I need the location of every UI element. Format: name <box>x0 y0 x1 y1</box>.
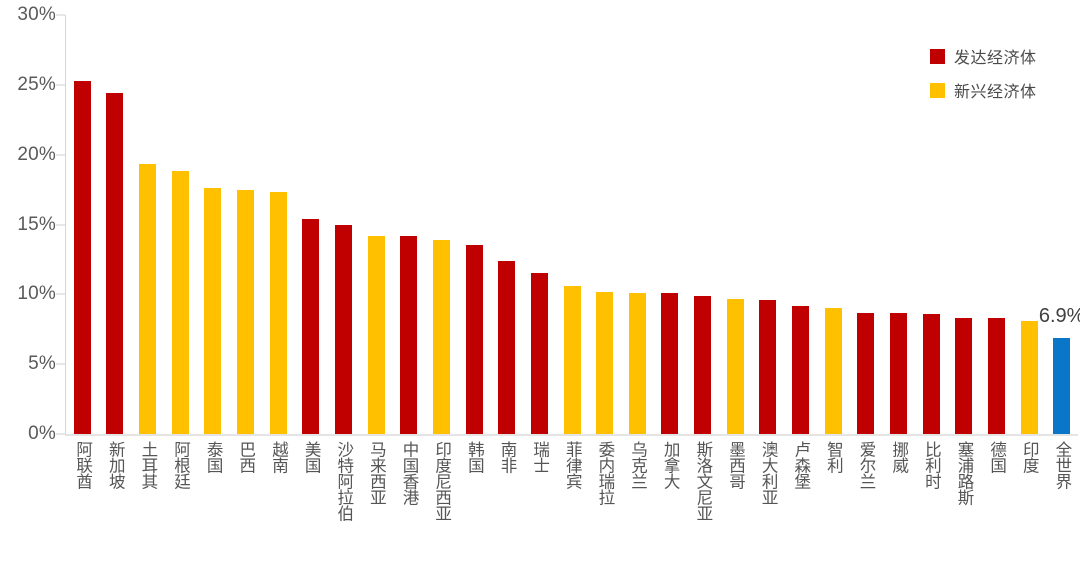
bar-value-annotation: 6.9% <box>1038 304 1080 327</box>
x-axis-tick-label: 马来西亚 <box>367 441 386 505</box>
x-axis-tick-label: 南非 <box>497 441 516 473</box>
y-axis-tick-mark <box>56 363 65 365</box>
bar[interactable] <box>596 291 614 434</box>
x-axis-tick-label: 澳大利亚 <box>759 441 778 505</box>
bar[interactable] <box>237 189 255 434</box>
x-axis-tick-label: 巴西 <box>236 441 255 473</box>
bar[interactable] <box>204 188 222 434</box>
y-axis-tick-label: 25% <box>17 73 56 95</box>
y-axis-tick-mark <box>56 293 65 295</box>
plot-area: 6.9% <box>66 15 1080 434</box>
bar[interactable] <box>1020 320 1038 434</box>
bar[interactable] <box>792 305 810 434</box>
legend-item-emerging[interactable]: 新兴经济体 <box>930 78 1037 102</box>
x-axis-tick-label: 越南 <box>269 441 288 473</box>
legend-label: 新兴经济体 <box>954 84 1037 101</box>
x-axis-tick-label: 印度尼西亚 <box>432 441 451 521</box>
y-axis-tick-mark <box>56 84 65 86</box>
x-axis-tick-label: 乌克兰 <box>628 441 647 489</box>
y-axis-tick-label: 5% <box>28 353 56 375</box>
bar[interactable] <box>530 273 548 434</box>
x-axis-tick-label: 土耳其 <box>138 441 157 489</box>
y-axis: 0% 5% 10% 15% 20% 25% 30% <box>0 0 66 563</box>
bar[interactable] <box>302 218 320 434</box>
y-axis-tick-mark <box>56 224 65 225</box>
bar[interactable] <box>628 292 646 434</box>
x-axis-tick-label: 阿根廷 <box>171 441 190 489</box>
bar[interactable] <box>661 292 679 434</box>
bar[interactable] <box>922 313 940 434</box>
x-axis-tick-label: 阿联酋 <box>73 441 92 489</box>
bar[interactable] <box>563 285 581 434</box>
bar[interactable] <box>367 235 385 434</box>
y-axis-tick-label: 20% <box>17 143 56 165</box>
x-axis-tick-label: 卢森堡 <box>791 441 810 489</box>
chart-legend: 发达经济体新兴经济体 <box>930 44 1037 112</box>
x-axis-tick-label: 比利时 <box>922 441 941 489</box>
x-axis-tick-label: 泰国 <box>204 441 223 473</box>
x-axis-tick-label: 沙特阿拉伯 <box>334 441 353 521</box>
bar[interactable] <box>498 260 516 434</box>
y-axis-tick-mark <box>56 154 65 156</box>
bar[interactable] <box>759 299 777 434</box>
x-axis-tick-label: 塞浦路斯 <box>954 441 973 505</box>
x-axis-tick-label: 智利 <box>824 441 843 473</box>
x-axis-baseline <box>65 434 1078 436</box>
bar[interactable] <box>171 171 189 434</box>
bar[interactable] <box>139 164 157 434</box>
bar[interactable] <box>889 312 907 434</box>
y-axis-tick-label: 0% <box>28 423 56 444</box>
bar[interactable] <box>857 312 875 434</box>
bar[interactable] <box>987 318 1005 434</box>
x-axis-tick-label: 全世界 <box>1052 441 1071 489</box>
x-axis-tick-label: 墨西哥 <box>726 441 745 489</box>
bar[interactable] <box>400 235 418 434</box>
y-axis-line <box>65 15 66 435</box>
bar[interactable] <box>1053 337 1071 434</box>
y-axis-tick-label: 10% <box>17 283 56 305</box>
y-axis-tick-label: 30% <box>17 4 56 25</box>
y-axis-tick-label: 15% <box>17 213 56 235</box>
x-axis-tick-label: 爱尔兰 <box>857 441 876 489</box>
bar[interactable] <box>432 239 450 434</box>
x-axis-tick-label: 德国 <box>987 441 1006 473</box>
x-axis-tick-label: 新加坡 <box>106 441 125 489</box>
x-axis-tick-label: 委内瑞拉 <box>595 441 614 505</box>
bar[interactable] <box>694 295 712 434</box>
x-axis-tick-label: 瑞士 <box>530 441 549 473</box>
bar[interactable] <box>106 93 124 434</box>
bar[interactable] <box>334 224 352 434</box>
x-axis-tick-label: 中国香港 <box>400 441 419 505</box>
x-axis-tick-label: 菲律宾 <box>563 441 582 489</box>
legend-label: 发达经济体 <box>954 50 1037 67</box>
bar[interactable] <box>269 192 287 434</box>
x-axis-labels: 阿联酋 新加坡 土耳其 阿根廷 泰国 巴西 越南 美国 沙特阿拉伯 马来西亚 中国香港 印度尼西亚 韩国… <box>66 437 1078 563</box>
x-axis-tick-label: 挪威 <box>889 441 908 473</box>
bar[interactable] <box>465 245 483 434</box>
x-axis-tick-label: 美国 <box>302 441 321 473</box>
bar[interactable] <box>955 318 973 434</box>
x-axis-tick-label: 印度 <box>1020 441 1039 473</box>
legend-swatch-icon <box>930 48 945 64</box>
legend-item-developed[interactable]: 发达经济体 <box>930 44 1037 68</box>
bar[interactable] <box>73 80 91 434</box>
legend-swatch-icon <box>930 82 945 98</box>
x-axis-tick-label: 韩国 <box>465 441 484 473</box>
x-axis-tick-label: 斯洛文尼亚 <box>693 441 712 521</box>
bar[interactable] <box>824 308 842 434</box>
y-axis-tick-mark <box>56 14 65 16</box>
x-axis-tick-label: 加拿大 <box>661 441 680 489</box>
bar[interactable] <box>726 298 744 434</box>
y-axis-tick-mark <box>56 433 65 435</box>
